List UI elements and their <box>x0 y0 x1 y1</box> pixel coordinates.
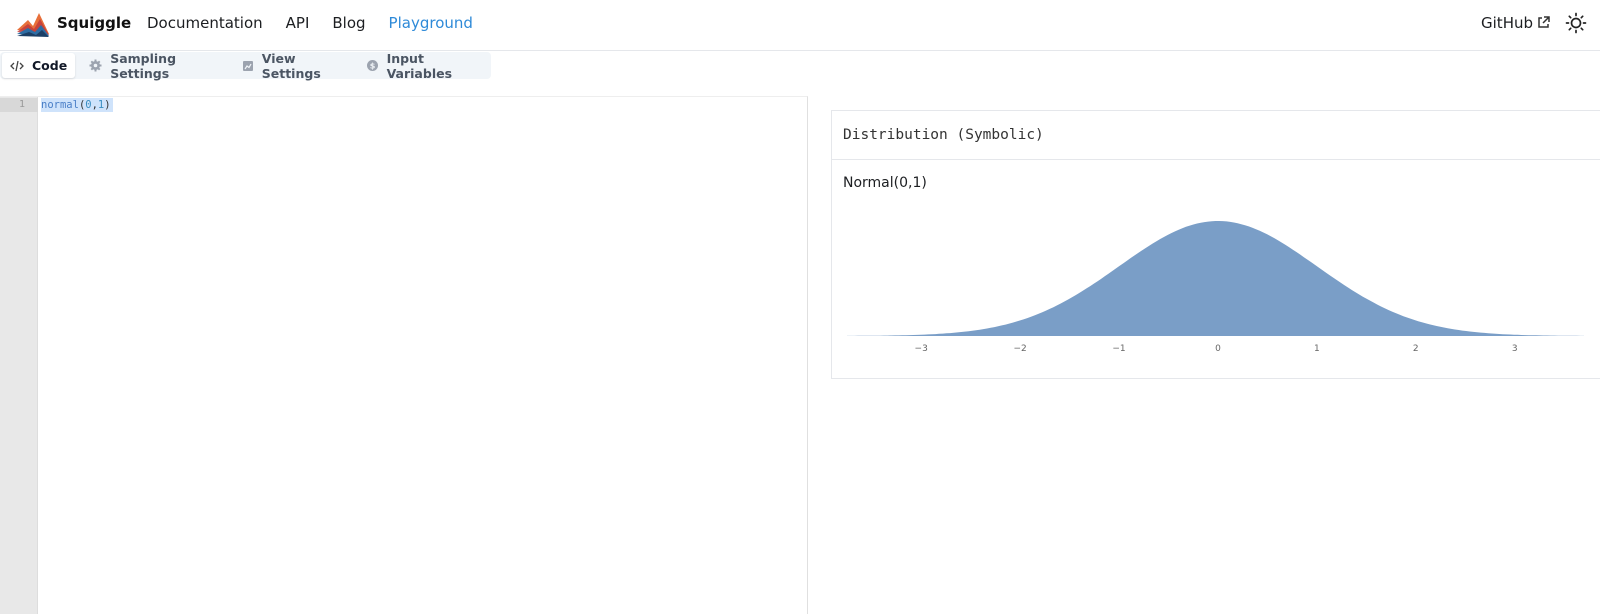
tab-sampling-label: Sampling Settings <box>110 50 177 81</box>
code-arg-mean: 0 <box>85 99 92 111</box>
code-function: normal <box>41 99 79 111</box>
squiggle-logo-icon <box>17 13 49 37</box>
x-tick-label: −1 <box>1112 344 1125 354</box>
dollar-icon: $ <box>366 59 379 72</box>
brand-name: Squiggle <box>57 14 132 32</box>
sun-icon <box>1565 12 1587 33</box>
tab-input-variables[interactable]: $ Input Variables <box>358 50 485 81</box>
tab-sampling-settings[interactable]: Sampling Settings <box>81 50 228 81</box>
github-link[interactable]: GitHub <box>1481 14 1550 32</box>
gear-icon <box>89 59 102 72</box>
result-header: Distribution (Symbolic) <box>832 111 1600 160</box>
tab-view-label: View Settings <box>261 50 321 81</box>
tab-view-settings[interactable]: View Settings <box>234 50 352 81</box>
tab-code[interactable]: Code <box>2 53 76 78</box>
nav-links: Documentation API Blog Playground <box>147 0 496 45</box>
x-tick-label: −2 <box>1013 344 1026 354</box>
nav-right: GitHub <box>1481 0 1588 45</box>
code-comma: , <box>91 99 98 111</box>
tab-input-label: Input Variables <box>386 50 453 81</box>
result-panel: Distribution (Symbolic) Normal(0,1) −3 −2… <box>831 110 1600 379</box>
brand-link[interactable]: Squiggle <box>16 8 131 38</box>
line-number: 1 <box>0 98 38 112</box>
editor-gutter: 1 <box>0 97 38 614</box>
x-tick-label: 2 <box>1413 344 1419 354</box>
code-arg-stdev: 1 <box>97 99 105 111</box>
tab-code-label: Code <box>32 58 68 73</box>
nav-documentation[interactable]: Documentation <box>147 13 263 32</box>
top-navbar: Squiggle Documentation API Blog Playgrou… <box>0 0 1600 51</box>
code-icon <box>10 60 24 72</box>
svg-text:$: $ <box>369 62 375 71</box>
x-tick-label: 3 <box>1512 344 1518 354</box>
x-tick-label: 0 <box>1215 344 1221 354</box>
theme-toggle-button[interactable] <box>1564 11 1588 35</box>
code-line[interactable]: normal(0,1) <box>41 98 113 112</box>
distribution-label: Normal(0,1) <box>843 175 927 191</box>
nav-api[interactable]: API <box>285 13 310 32</box>
code-editor[interactable]: 1 normal(0,1) <box>0 96 808 614</box>
distribution-chart[interactable]: −3 −2 −1 0 1 2 3 <box>832 191 1600 376</box>
code-paren-close: ) <box>104 99 111 111</box>
playground-tabs: Code Sampling Settings View Settings $ I… <box>0 50 491 81</box>
nav-blog[interactable]: Blog <box>332 13 366 32</box>
github-label: GitHub <box>1481 13 1533 32</box>
x-tick-label: −3 <box>915 344 928 354</box>
x-tick-label: 1 <box>1314 344 1320 354</box>
nav-playground[interactable]: Playground <box>388 13 473 32</box>
x-axis-ticks: −3 −2 −1 0 1 2 3 <box>915 344 1518 354</box>
chart-icon <box>242 60 254 72</box>
code-paren-open: ( <box>78 99 86 111</box>
distribution-area <box>847 221 1584 336</box>
external-link-icon <box>1538 16 1550 28</box>
